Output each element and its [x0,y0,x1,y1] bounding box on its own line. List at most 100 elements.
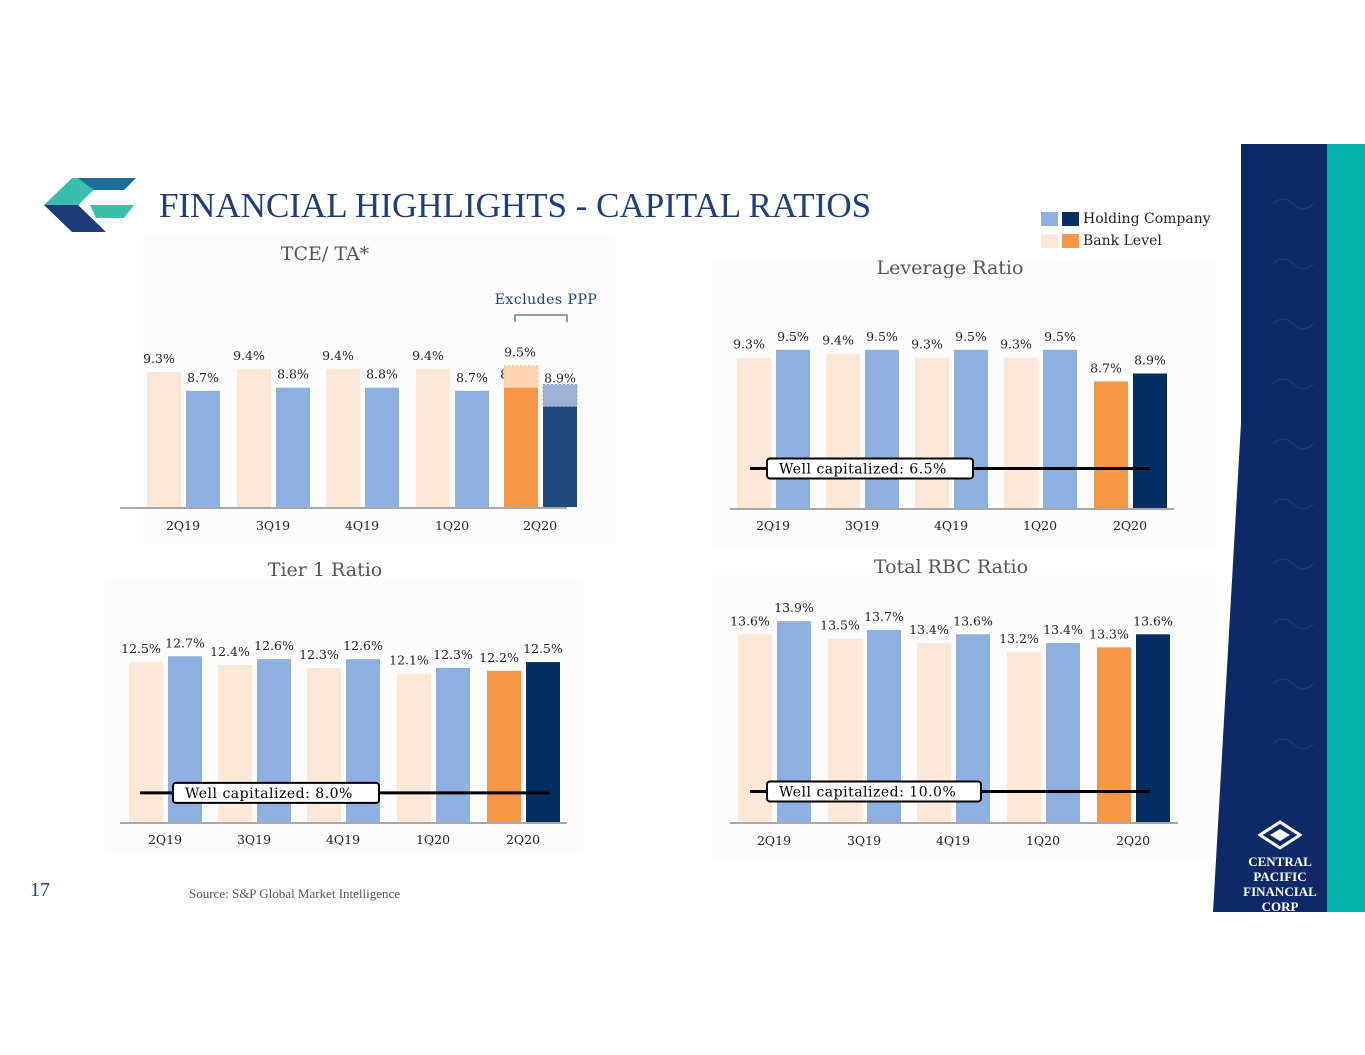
data-label-bank-1Q20: 13.2% [999,631,1039,646]
data-label-holding-3Q19: 12.6% [254,638,294,653]
tick-label-4Q19: 4Q19 [934,518,968,533]
tick-label-4Q19: 4Q19 [936,833,970,848]
bar-holding-1Q20 [1046,643,1080,822]
data-label-holding-1Q20: 12.3% [433,647,473,662]
data-label-holding-1Q20: 13.4% [1043,622,1083,637]
legend-item-bank: Bank Level [1041,230,1211,252]
bar-holding-2Q19 [186,390,220,507]
bar-bank-1Q20 [1004,357,1038,508]
tick-label-2Q20: 2Q20 [1116,833,1150,848]
brand-logo: CENTRAL PACIFIC FINANCIAL CORP [1225,820,1335,914]
bar-holding-excl-ppp [542,384,578,408]
data-label-holding-2Q19: 12.7% [165,635,205,650]
bar-holding-3Q19 [276,387,310,507]
threshold-label: Well capitalized: 10.0% [779,784,956,800]
bar-holding-2Q20 [543,406,577,507]
legend-swatch-bank-light [1041,234,1058,248]
bar-holding-2Q20 [526,662,560,822]
tick-label-2Q19: 2Q19 [756,518,790,533]
ppp-bracket [514,314,568,322]
tick-label-3Q19: 3Q19 [845,518,879,533]
chart-tce: TCE/ TA* 9.3% 8.7% 2Q19 9.4% 8.8% 3Q19 9.4% 8.8%… [120,234,615,544]
chart-title: Total RBC Ratio [874,556,1028,578]
bar-bank-2Q19 [737,357,771,508]
bar-bank-1Q20 [1007,651,1041,822]
bar-holding-2Q20 [1133,373,1167,508]
tick-label-2Q20: 2Q20 [506,832,540,847]
tick-label-3Q19: 3Q19 [256,518,290,533]
data-label-holding-4Q19: 9.5% [955,329,987,344]
tick-label-1Q20: 1Q20 [1026,833,1060,848]
bar-holding-3Q19 [865,349,899,508]
data-label-bank-1Q20: 9.4% [412,348,444,363]
threshold-label-box [172,781,380,804]
tick-label-2Q20: 2Q20 [1113,518,1147,533]
bar-holding-4Q19 [365,387,399,507]
data-label-holding-3Q19: 8.8% [277,367,309,382]
tick-label-3Q19: 3Q19 [847,833,881,848]
bar-bank-4Q19 [915,357,949,508]
page-title: FINANCIAL HIGHLIGHTS - CAPITAL RATIOS [159,186,872,225]
bar-bank-2Q20 [504,387,538,507]
data-label-holding-2Q19: 13.9% [774,600,814,615]
tick-label-3Q19: 3Q19 [237,832,271,847]
brand-line-1: CENTRAL PACIFIC [1248,854,1312,884]
data-label-bank-3Q19: 9.4% [822,333,854,348]
data-label-holding-2Q20: 12.5% [523,641,563,656]
brand-line-2: FINANCIAL CORP [1243,884,1317,914]
bar-bank-2Q19 [147,371,181,507]
bar-bank-1Q20 [397,673,431,822]
bar-bank-1Q20 [416,368,450,507]
tick-label-1Q20: 1Q20 [416,832,450,847]
tick-label-4Q19: 4Q19 [345,518,379,533]
data-label-holding-3Q19: 13.7% [864,609,904,624]
data-label-bank-2Q20: 12.2% [479,650,519,665]
threshold-label-box [766,780,982,803]
tick-label-1Q20: 1Q20 [435,518,469,533]
data-label-bank-1Q20: 12.1% [389,653,429,668]
threshold-label: Well capitalized: 6.5% [779,461,947,477]
legend-label-holding: Holding Company [1083,211,1211,227]
chart-tier1: Tier 1 Ratio 12.5% 12.7% 2Q19 12.4% 12.6% 3Q19… [105,559,583,854]
data-label-bank-4Q19: 9.4% [322,348,354,363]
page-number: 17 [30,879,50,901]
chart-title: Tier 1 Ratio [268,559,382,581]
data-label-bank-3Q19: 12.4% [210,644,250,659]
data-label-bank-3Q19: 13.5% [820,618,860,633]
tick-label-2Q19: 2Q19 [166,518,200,533]
tick-label-4Q19: 4Q19 [326,832,360,847]
data-label-bank-1Q20: 9.3% [1000,337,1032,352]
data-label-bank-3Q19: 9.4% [233,348,265,363]
bar-holding-2Q20 [1136,634,1170,822]
bar-bank-4Q19 [326,368,360,507]
chart-rbc: Total RBC Ratio 13.6% 13.9% 2Q19 13.5% 13.7% 3… [712,556,1216,860]
bar-holding-1Q20 [436,667,470,822]
company-logo-icon [44,178,136,232]
data-label-bank-4Q19: 13.4% [909,622,949,637]
data-label-holding-4Q19: 13.6% [953,613,993,628]
excludes-ppp-note: Excludes PPP [495,292,598,308]
tick-label-2Q20: 2Q20 [523,518,557,533]
data-label-holding-2Q20: 8.9% [1134,353,1166,368]
data-label-bank-2Q19: 13.6% [730,613,770,628]
legend-swatch-bank-dark [1062,234,1079,248]
data-label-holding-2Q19: 8.7% [187,370,219,385]
data-label-bank-2Q20: 8.7% [1090,360,1122,375]
data-label-bank-excl-ppp: 9.5% [504,345,536,360]
chart-legend: Holding Company Bank Level [1041,208,1211,252]
tick-label-2Q19: 2Q19 [757,833,791,848]
bar-holding-1Q20 [455,390,489,507]
data-label-bank-2Q19: 9.3% [733,337,765,352]
legend-swatch-holding-light [1041,212,1058,226]
brand-mark-icon [1257,820,1303,850]
chart-leverage: Leverage Ratio 9.3% 9.5% 2Q19 9.4% 9.5% 3Q19 9.… [712,257,1216,547]
threshold-label-box [766,457,974,480]
threshold-label: Well capitalized: 8.0% [185,786,353,802]
data-label-holding-2Q19: 9.5% [777,329,809,344]
data-label-bank-4Q19: 9.3% [911,337,943,352]
legend-item-holding: Holding Company [1041,208,1211,230]
data-label-bank-2Q19: 12.5% [121,641,161,656]
data-label-holding-3Q19: 9.5% [866,329,898,344]
bar-bank-2Q19 [129,662,163,822]
